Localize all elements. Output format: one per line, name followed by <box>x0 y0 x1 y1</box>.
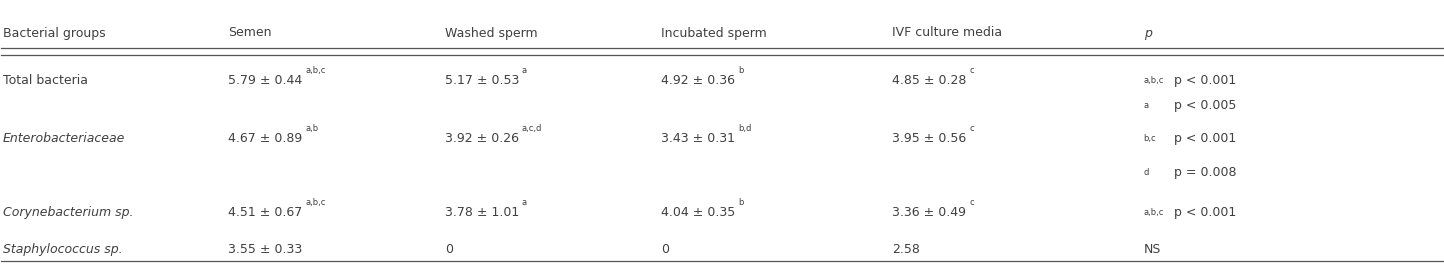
Text: 3.36 ± 0.49: 3.36 ± 0.49 <box>892 206 966 219</box>
Text: a,c,d: a,c,d <box>521 124 542 133</box>
Text: 5.17 ± 0.53: 5.17 ± 0.53 <box>445 74 520 87</box>
Text: Corynebacterium sp.: Corynebacterium sp. <box>3 206 133 219</box>
Text: b,c: b,c <box>1144 134 1157 143</box>
Text: a,b,c: a,b,c <box>305 198 325 207</box>
Text: p < 0.001: p < 0.001 <box>1170 74 1236 87</box>
Text: 0: 0 <box>661 243 670 256</box>
Text: a,b,c: a,b,c <box>305 66 325 75</box>
Text: Total bacteria: Total bacteria <box>3 74 88 87</box>
Text: b: b <box>738 198 744 207</box>
Text: a,b,c: a,b,c <box>1144 76 1164 85</box>
Text: a,b,c: a,b,c <box>1144 208 1164 217</box>
Text: c: c <box>969 66 975 75</box>
Text: Staphylococcus sp.: Staphylococcus sp. <box>3 243 123 256</box>
Text: p: p <box>1144 26 1151 40</box>
Text: 2.58: 2.58 <box>892 243 920 256</box>
Text: p = 0.008: p = 0.008 <box>1170 166 1236 180</box>
Text: c: c <box>969 124 975 133</box>
Text: c: c <box>969 198 975 207</box>
Text: p < 0.005: p < 0.005 <box>1170 99 1236 112</box>
Text: 5.79 ± 0.44: 5.79 ± 0.44 <box>228 74 302 87</box>
Text: a: a <box>521 198 527 207</box>
Text: Washed sperm: Washed sperm <box>445 26 537 40</box>
Text: Bacterial groups: Bacterial groups <box>3 26 105 40</box>
Text: a: a <box>521 66 527 75</box>
Text: Incubated sperm: Incubated sperm <box>661 26 767 40</box>
Text: 3.78 ± 1.01: 3.78 ± 1.01 <box>445 206 518 219</box>
Text: IVF culture media: IVF culture media <box>892 26 1002 40</box>
Text: 3.92 ± 0.26: 3.92 ± 0.26 <box>445 132 518 145</box>
Text: d: d <box>1144 168 1149 177</box>
Text: 4.67 ± 0.89: 4.67 ± 0.89 <box>228 132 302 145</box>
Text: 3.43 ± 0.31: 3.43 ± 0.31 <box>661 132 735 145</box>
Text: p < 0.001: p < 0.001 <box>1170 132 1236 145</box>
Text: 0: 0 <box>445 243 453 256</box>
Text: NS: NS <box>1144 243 1161 256</box>
Text: Semen: Semen <box>228 26 271 40</box>
Text: b,d: b,d <box>738 124 752 133</box>
Text: 4.85 ± 0.28: 4.85 ± 0.28 <box>892 74 967 87</box>
Text: Enterobacteriaceae: Enterobacteriaceae <box>3 132 126 145</box>
Text: 4.51 ± 0.67: 4.51 ± 0.67 <box>228 206 302 219</box>
Text: 3.55 ± 0.33: 3.55 ± 0.33 <box>228 243 302 256</box>
Text: b: b <box>738 66 744 75</box>
Text: a,b: a,b <box>305 124 318 133</box>
Text: p < 0.001: p < 0.001 <box>1170 206 1236 219</box>
Text: a: a <box>1144 101 1149 110</box>
Text: 4.04 ± 0.35: 4.04 ± 0.35 <box>661 206 735 219</box>
Text: 3.95 ± 0.56: 3.95 ± 0.56 <box>892 132 966 145</box>
Text: 4.92 ± 0.36: 4.92 ± 0.36 <box>661 74 735 87</box>
